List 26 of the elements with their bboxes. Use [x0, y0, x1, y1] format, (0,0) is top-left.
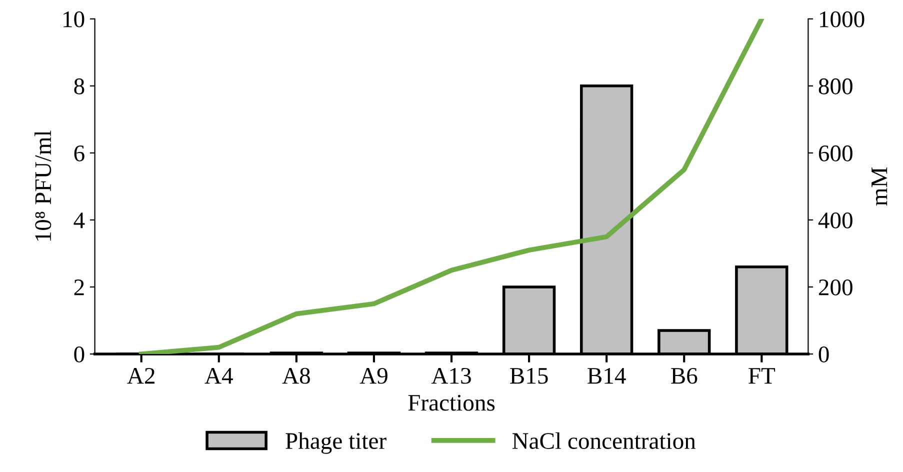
- y-tick-label: 0: [74, 346, 84, 362]
- x-tick-label: B6: [671, 368, 698, 384]
- x-tick-label: A13: [431, 368, 471, 384]
- x-tick-label: B14: [588, 368, 626, 384]
- y2-axis-title: mM: [872, 167, 888, 206]
- y-tick-label: 10: [64, 11, 84, 28]
- y-tick-label: 6: [74, 145, 84, 162]
- y2-tick-label: 1000: [820, 11, 864, 28]
- x-tick-label: FT: [748, 368, 776, 384]
- x-tick-label: A2: [127, 368, 154, 384]
- y-tick-label: 2: [74, 280, 84, 296]
- x-tick-label: B15: [510, 368, 548, 384]
- y-axis-title: 10⁸ PFU/ml: [34, 130, 52, 241]
- x-tick-label: A4: [204, 368, 233, 384]
- y-tick-label: 4: [74, 212, 85, 228]
- y2-tick-label: 800: [818, 78, 852, 94]
- legend-label: Phage titer: [286, 432, 386, 454]
- y2-tick-label: 400: [818, 212, 852, 228]
- x-axis-title: Fractions: [408, 394, 495, 411]
- y2-tick-label: 200: [818, 279, 852, 296]
- x-tick-label: A9: [360, 368, 388, 384]
- y-tick-label: 8: [74, 78, 84, 94]
- x-tick-label: A8: [282, 368, 310, 384]
- y2-tick-label: 0: [818, 346, 829, 362]
- y2-tick-label: 600: [818, 145, 852, 162]
- legend-label: NaCl concentration: [512, 432, 696, 449]
